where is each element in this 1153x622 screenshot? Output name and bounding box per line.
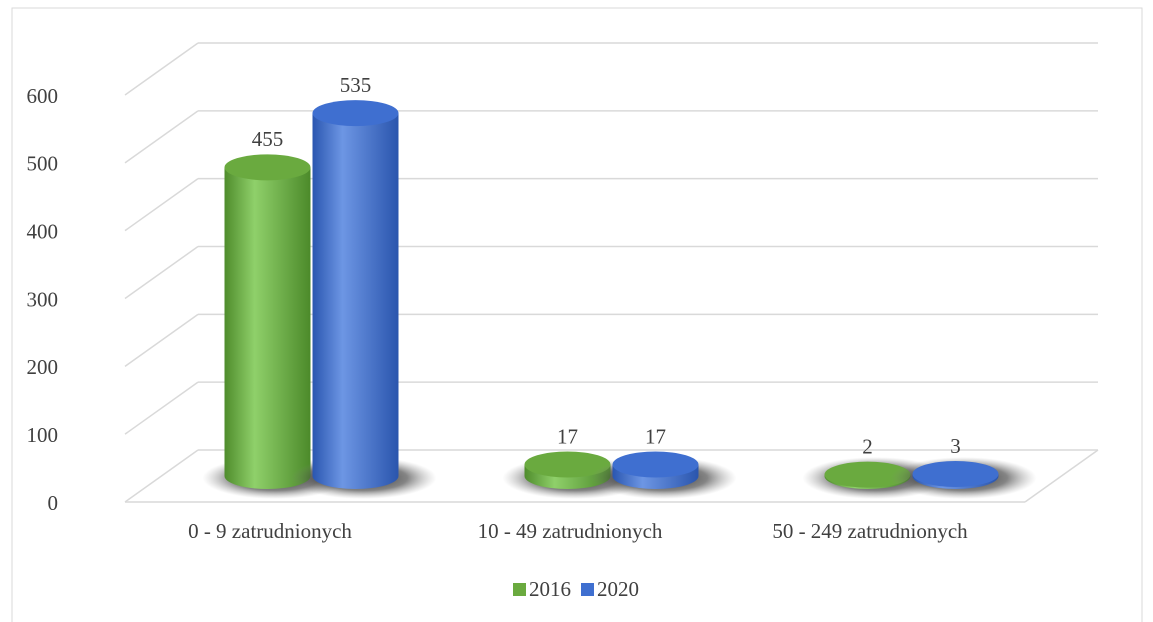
x-tick-label: 0 - 9 zatrudnionych (188, 519, 352, 543)
grid-line (124, 42, 199, 96)
floor-edge (1024, 449, 1099, 503)
value-label: 535 (340, 73, 372, 97)
frame (11, 7, 1143, 622)
legend-label: 2016 (529, 577, 571, 601)
bar-top (312, 100, 399, 127)
bar-body (224, 167, 311, 490)
legend-label: 2020 (597, 577, 639, 601)
bar-top (824, 461, 911, 488)
x-tick-label: 50 - 249 zatrudnionych (772, 519, 968, 543)
bar (202, 154, 349, 499)
bar-body (312, 113, 399, 490)
value-label: 2 (862, 434, 873, 458)
grid-line (124, 178, 199, 232)
y-tick-label: 0 (48, 491, 59, 515)
grid-line (124, 110, 199, 164)
y-tick-label: 400 (27, 219, 59, 243)
value-label: 455 (252, 127, 284, 151)
y-tick-label: 500 (27, 152, 59, 176)
grid-line (124, 313, 199, 367)
bar-top (524, 451, 611, 478)
legend-swatch (513, 583, 526, 596)
bar (590, 451, 737, 499)
grid-line (124, 381, 199, 435)
y-tick-label: 100 (27, 423, 59, 447)
y-tick-label: 600 (27, 84, 59, 108)
bar (290, 100, 437, 499)
y-tick-label: 200 (27, 355, 59, 379)
grid-line (124, 449, 199, 503)
bar (890, 457, 1037, 499)
bar-top (912, 460, 999, 487)
y-tick-label: 300 (27, 287, 59, 311)
bar-top (224, 154, 311, 181)
bar-top (612, 451, 699, 478)
value-label: 3 (950, 434, 961, 458)
value-label: 17 (645, 424, 666, 448)
legend-swatch (581, 583, 594, 596)
x-tick-label: 10 - 49 zatrudnionych (478, 519, 663, 543)
grid-line (124, 245, 199, 300)
value-label: 17 (557, 424, 578, 448)
